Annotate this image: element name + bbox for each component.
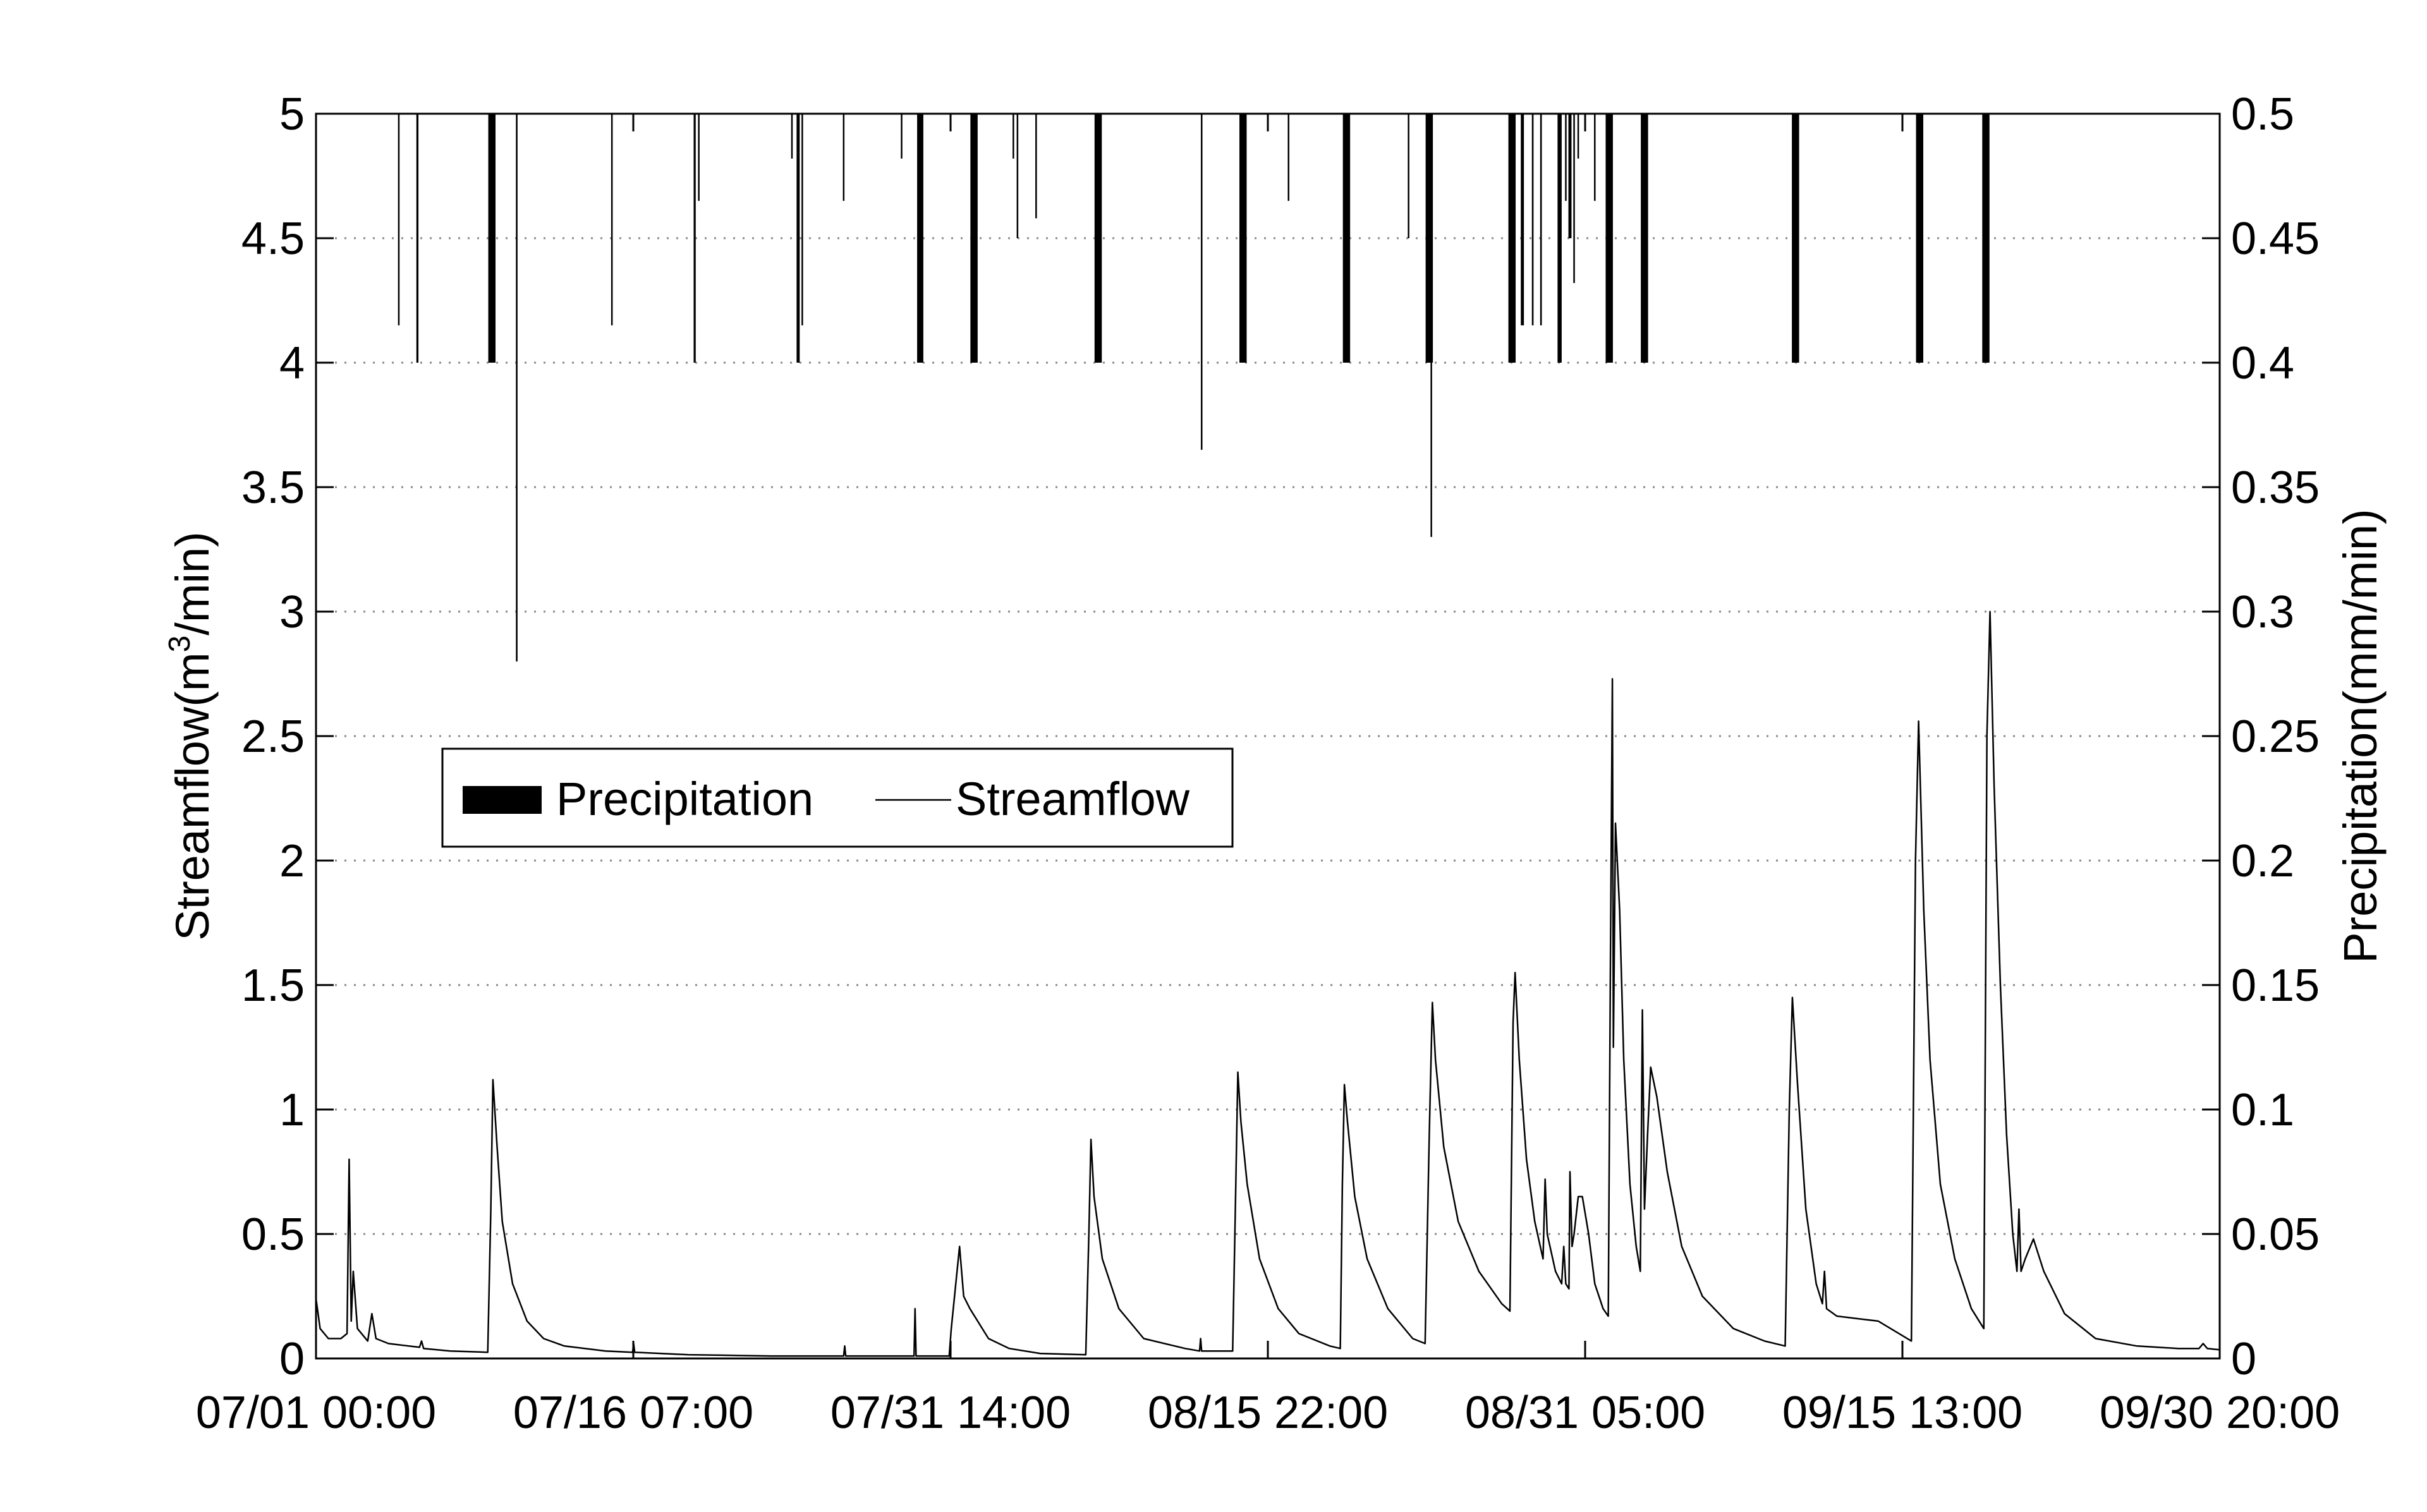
precipitation-bar: [398, 114, 400, 325]
precipitation-bar: [1430, 114, 1432, 537]
left-axis-title-superscript: 3: [163, 636, 197, 653]
left-axis-tick-label: 4.5: [241, 214, 305, 264]
left-axis-title: Streamflow(m3/min): [163, 531, 219, 941]
precipitation-bar: [1239, 114, 1247, 363]
left-axis-title-main: Streamflow(m: [166, 652, 219, 940]
right-axis-tick-label: 0.15: [2231, 960, 2320, 1011]
right-axis-tick-label: 0.25: [2231, 711, 2320, 762]
left-axis-tick-label: 2: [279, 836, 305, 886]
x-axis-tick-label: 07/16 07:00: [513, 1388, 753, 1438]
precipitation-bar: [1641, 114, 1648, 363]
legend-box: [441, 747, 1234, 848]
left-axis-tick-label: 3.5: [241, 463, 305, 513]
precipitation-bar: [488, 114, 496, 363]
precipitation-bar: [796, 114, 800, 363]
x-axis-tick-label: 08/15 22:00: [1148, 1388, 1388, 1438]
left-axis-tick-label: 2.5: [241, 711, 305, 762]
left-axis-tick-labels: 0 0.5 1 1.5 2 2.5 3 3.5 4 4.5 5: [241, 89, 305, 1384]
precipitation-bar: [1016, 114, 1019, 238]
precipitation-bar: [1916, 114, 1924, 363]
precipitation-bar: [1605, 114, 1613, 363]
left-axis-tick-label: 1.5: [241, 960, 305, 1011]
precipitation-bar: [1013, 114, 1014, 159]
precipitation-bar: [1342, 114, 1351, 363]
right-axis-tick-labels: 0 0.05 0.1 0.15 0.2 0.25 0.3 0.35 0.4 0.45 0.5: [2231, 89, 2320, 1384]
precipitation-bar: [1508, 114, 1516, 363]
x-axis-tick-label: 07/31 14:00: [830, 1388, 1071, 1438]
left-axis-tick-label: 5: [279, 89, 305, 140]
right-axis-tick-label: 0.1: [2231, 1085, 2294, 1135]
left-axis-tick-label: 3: [279, 587, 305, 638]
precipitation-bar: [1035, 114, 1037, 219]
left-axis-tick-label: 1: [279, 1085, 305, 1135]
precipitation-bar: [1577, 114, 1579, 159]
x-axis-tick-labels: 07/01 00:00 07/16 07:00 07/31 14:00 08/15 2…: [196, 1388, 2340, 1438]
precipitation-bar: [1531, 114, 1534, 325]
x-axis-tick-label: 09/30 20:00: [2100, 1388, 2340, 1438]
precipitation-bar: [1425, 114, 1433, 363]
precipitation-bar: [801, 114, 803, 325]
precipitation-bar: [970, 114, 978, 363]
right-axis-tick-label: 0.3: [2231, 587, 2294, 638]
x-axis-tick-label: 07/01 00:00: [196, 1388, 436, 1438]
left-axis-tick-label: 4: [279, 338, 305, 389]
legend-streamflow-label: Streamflow: [956, 773, 1190, 825]
precipitation-bar: [1982, 114, 1990, 363]
right-axis-tick-label: 0.2: [2231, 836, 2294, 886]
right-axis-tick-label: 0.4: [2231, 338, 2294, 389]
precipitation-bar: [693, 114, 696, 363]
precipitation-bar: [1594, 114, 1596, 201]
precipitation-bar: [516, 114, 518, 662]
precipitation-bar: [1573, 114, 1575, 283]
precipitation-bar: [611, 114, 613, 325]
right-axis-tick-label: 0.45: [2231, 214, 2320, 264]
precipitation-bar: [1568, 114, 1572, 238]
precipitation-bar: [698, 114, 700, 201]
left-axis-tick-label: 0.5: [241, 1209, 305, 1260]
left-axis-title-end: /min): [166, 531, 219, 635]
precipitation-bar: [1565, 114, 1567, 201]
x-axis-tick-label: 09/15 13:00: [1782, 1388, 2023, 1438]
precipitation-bar: [1521, 114, 1524, 325]
right-axis-title: Precipitation(mm/min): [2334, 509, 2387, 964]
precipitation-bar: [1557, 114, 1562, 363]
precipitation-bar: [1287, 114, 1289, 201]
precipitation-bar: [917, 114, 923, 363]
precipitation-bar: [1540, 114, 1542, 325]
precipitation-bar: [842, 114, 845, 201]
x-axis-tick-label: 08/31 05:00: [1465, 1388, 1705, 1438]
right-axis-tick-label: 0: [2231, 1334, 2256, 1384]
precipitation-bars: [398, 114, 1990, 662]
legend-precipitation-swatch: [463, 786, 542, 814]
precipitation-bar: [416, 114, 419, 363]
precipitation-bar: [1094, 114, 1102, 363]
legend-precipitation-label: Precipitation: [556, 773, 813, 825]
axis-ticks: [315, 112, 2221, 1360]
precipitation-bar: [901, 114, 903, 159]
right-axis-tick-label: 0.5: [2231, 89, 2294, 140]
precipitation-bar: [791, 114, 793, 159]
right-axis-tick-label: 0.35: [2231, 463, 2320, 513]
legend: Precipitation Streamflow: [441, 747, 1234, 848]
precipitation-bar: [1200, 114, 1203, 450]
right-axis-tick-label: 0.05: [2231, 1209, 2320, 1260]
left-axis-tick-label: 0: [279, 1334, 305, 1384]
precipitation-bar: [1408, 114, 1409, 238]
precipitation-bar: [1792, 114, 1799, 363]
